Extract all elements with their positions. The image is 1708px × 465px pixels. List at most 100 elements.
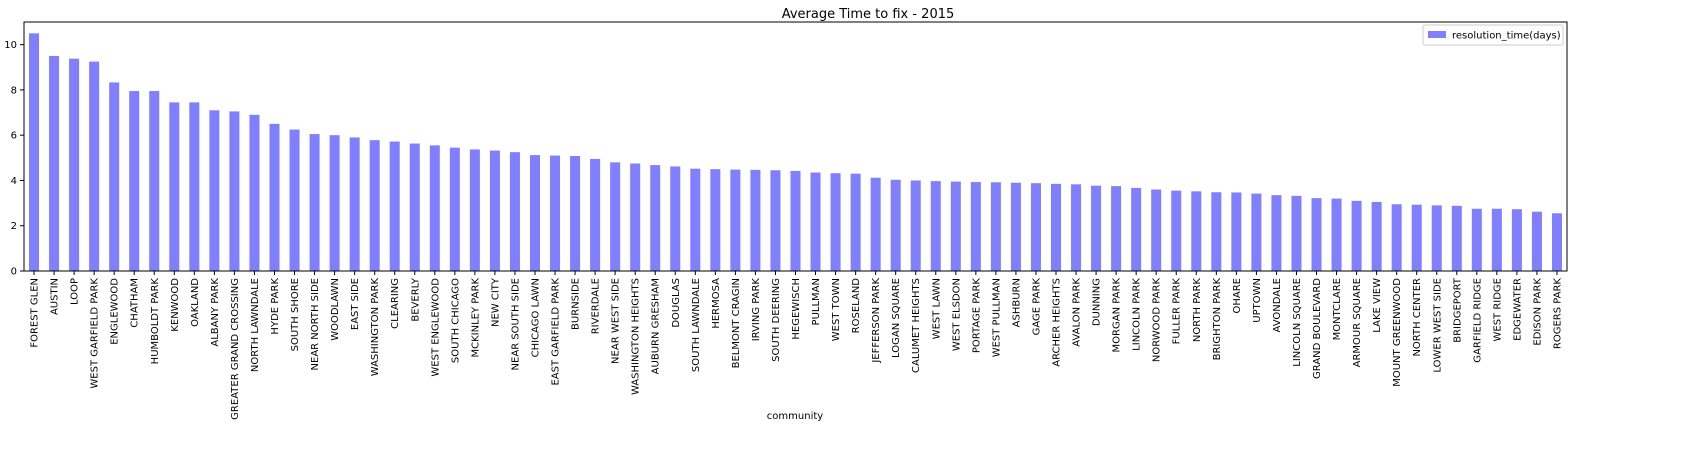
x-tick-label: ALBANY PARK [210, 278, 221, 347]
x-tick-label: WEST TOWN [831, 278, 842, 341]
x-tick-label: SOUTH LAWNDALE [691, 278, 702, 372]
bar [550, 155, 561, 271]
x-tick-label: LOOP [70, 278, 81, 305]
x-tick-label: LOGAN SQUARE [891, 278, 902, 358]
bar [49, 55, 60, 272]
bar [229, 111, 240, 271]
bar [1511, 209, 1522, 271]
bar [1211, 192, 1222, 271]
legend-box [1422, 24, 1564, 46]
x-tick-label: EDISON PARK [1532, 278, 1543, 346]
bar [1051, 183, 1062, 271]
x-tick-label: FULLER PARK [1172, 278, 1183, 345]
bar [670, 166, 681, 271]
x-tick-label: LINCOLN PARK [1132, 278, 1143, 351]
bar [1431, 205, 1442, 271]
chart-title: Average Time to fix - 2015 [782, 7, 955, 22]
bar [429, 145, 440, 271]
y-tick-label: 4 [11, 176, 17, 187]
x-tick-label: GAGE PARK [1031, 278, 1042, 336]
bar [1331, 198, 1342, 271]
y-tick-label: 0 [11, 267, 17, 278]
bar [1131, 187, 1142, 271]
x-tick-label: NORTH LAWNDALE [250, 278, 261, 372]
bar [850, 173, 861, 271]
x-tick-label: WASHINGTON HEIGHTS [631, 278, 642, 395]
bar [69, 58, 80, 271]
bar [1451, 205, 1462, 271]
bar [1391, 204, 1402, 271]
x-tick-label: EDGEWATER [1512, 278, 1523, 341]
x-tick-label: CHICAGO LAWN [530, 278, 541, 357]
legend-label: resolution_time(days) [1452, 31, 1561, 42]
x-tick-label: WEST PULLMAN [991, 278, 1002, 357]
bar [590, 158, 601, 271]
bar [1291, 195, 1302, 271]
x-tick-label: HUMBOLDT PARK [150, 278, 161, 365]
x-tick-label: MOUNT GREENWOOD [1392, 278, 1403, 387]
x-tick-label: ROSELAND [851, 278, 862, 334]
bar [1151, 189, 1162, 271]
x-axis-label: community [767, 411, 823, 422]
bar [89, 61, 100, 271]
bar [109, 82, 120, 271]
y-ticks-group: 0 2 4 6 8 10 [4, 40, 24, 278]
x-tick-label: PULLMAN [811, 278, 822, 325]
x-tick-label: AUSTIN [50, 278, 61, 315]
x-tick-label: EAST SIDE [350, 278, 361, 330]
x-tick-label: WEST GARFIELD PARK [90, 278, 101, 389]
bar [489, 150, 500, 271]
x-tick-label: WEST LAWN [931, 278, 942, 339]
bar [730, 169, 741, 271]
bar [610, 162, 621, 271]
bar [1531, 211, 1542, 271]
bar [389, 141, 400, 271]
bar [1071, 184, 1082, 271]
bar [209, 110, 220, 271]
bar [750, 169, 761, 271]
x-tick-label: SOUTH DEERING [771, 278, 782, 362]
bar [810, 172, 821, 271]
bar [950, 181, 961, 271]
bar [710, 169, 721, 271]
x-tick-label: GREATER GRAND CROSSING [230, 278, 241, 420]
bar [1351, 200, 1362, 271]
bar [289, 129, 300, 271]
x-tick-label: DOUGLAS [671, 278, 682, 328]
bar [1251, 193, 1262, 271]
x-tick-label: UPTOWN [1252, 278, 1263, 323]
bar [790, 170, 801, 271]
x-tick-label: FOREST GLEN [30, 278, 41, 348]
bar [1191, 191, 1202, 271]
bar [1471, 208, 1482, 271]
x-tick-label: NEAR SOUTH SIDE [510, 278, 521, 370]
x-tick-label: OAKLAND [190, 278, 201, 327]
x-tick-label: IRVING PARK [751, 278, 762, 342]
bar [469, 149, 480, 271]
bar [910, 180, 921, 271]
x-tick-label: NEAR WEST SIDE [611, 278, 622, 364]
bar [650, 165, 661, 271]
bar [1010, 182, 1021, 271]
x-tick-label: WEST RIDGE [1492, 278, 1503, 342]
x-tick-label: ENGLEWOOD [110, 278, 121, 345]
bar [149, 91, 160, 271]
x-tick-label: OHARE [1232, 278, 1243, 314]
bar [529, 155, 540, 271]
x-tick-label: WEST ENGLEWOOD [430, 278, 441, 377]
bar [1111, 186, 1122, 271]
plot-frame [23, 21, 1568, 272]
x-tick-label: SOUTH SHORE [290, 278, 301, 351]
x-tick-label: GARFIELD RIDGE [1472, 278, 1483, 363]
bar [690, 168, 701, 271]
x-tick-label: BRIGHTON PARK [1212, 278, 1223, 361]
y-tick-label: 10 [4, 40, 17, 51]
bar [189, 102, 200, 271]
x-tick-label: CHATHAM [130, 278, 141, 328]
x-tick-label: PORTAGE PARK [971, 278, 982, 354]
bar [29, 33, 40, 271]
x-tick-label: LINCOLN SQUARE [1292, 278, 1303, 367]
bars-group [29, 33, 1562, 272]
x-tick-label: SOUTH CHICAGO [450, 278, 461, 363]
